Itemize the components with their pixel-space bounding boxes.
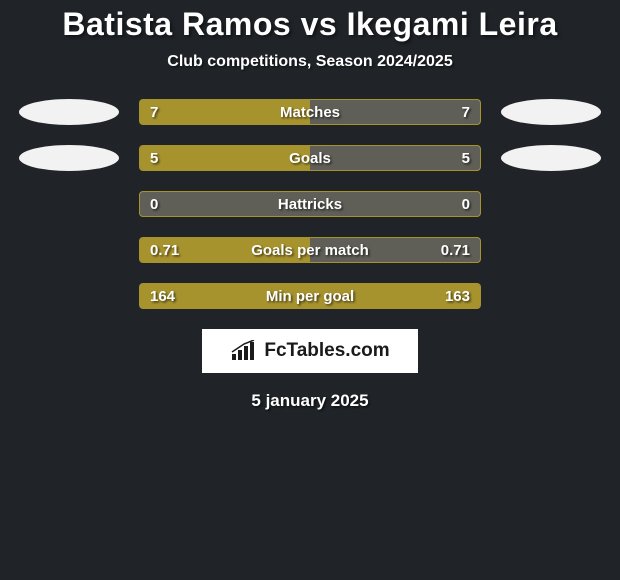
- stat-value-right: 5: [462, 146, 470, 171]
- player-left-oval: [19, 191, 119, 217]
- stat-name: Matches: [140, 100, 480, 125]
- stat-name: Goals: [140, 146, 480, 171]
- subtitle: Club competitions, Season 2024/2025: [0, 53, 620, 71]
- stat-row: 5Goals5: [0, 145, 620, 171]
- comparison-card: Batista Ramos vs Ikegami Leira Club comp…: [0, 0, 620, 411]
- brand-text: FcTables.com: [264, 340, 389, 362]
- date-label: 5 january 2025: [0, 391, 620, 411]
- chart-icon: [230, 340, 258, 362]
- stat-name: Hattricks: [140, 192, 480, 217]
- stat-name: Goals per match: [140, 238, 480, 263]
- player-right-oval: [501, 145, 601, 171]
- player-left-oval: [19, 283, 119, 309]
- player-right-oval: [501, 99, 601, 125]
- stat-bar: 7Matches7: [139, 99, 481, 125]
- player-right-oval: [501, 283, 601, 309]
- stat-rows: 7Matches7 5Goals5 0Hattricks0 0.71Goals per…: [0, 99, 620, 309]
- player-left-oval: [19, 99, 119, 125]
- player-left-oval: [19, 237, 119, 263]
- player-left-oval: [19, 145, 119, 171]
- stat-bar: 5Goals5: [139, 145, 481, 171]
- stat-bar: 0.71Goals per match0.71: [139, 237, 481, 263]
- stat-bar: 0Hattricks0: [139, 191, 481, 217]
- stat-bar: 164Min per goal163: [139, 283, 481, 309]
- stat-row: 0.71Goals per match0.71: [0, 237, 620, 263]
- stat-row: 164Min per goal163: [0, 283, 620, 309]
- page-title: Batista Ramos vs Ikegami Leira: [0, 6, 620, 43]
- player-right-oval: [501, 237, 601, 263]
- stat-row: 0Hattricks0: [0, 191, 620, 217]
- stat-value-right: 163: [445, 284, 470, 309]
- player-right-oval: [501, 191, 601, 217]
- stat-row: 7Matches7: [0, 99, 620, 125]
- stat-value-right: 0: [462, 192, 470, 217]
- stat-value-right: 7: [462, 100, 470, 125]
- stat-name: Min per goal: [140, 284, 480, 309]
- stat-value-right: 0.71: [441, 238, 470, 263]
- brand-box[interactable]: FcTables.com: [202, 329, 418, 373]
